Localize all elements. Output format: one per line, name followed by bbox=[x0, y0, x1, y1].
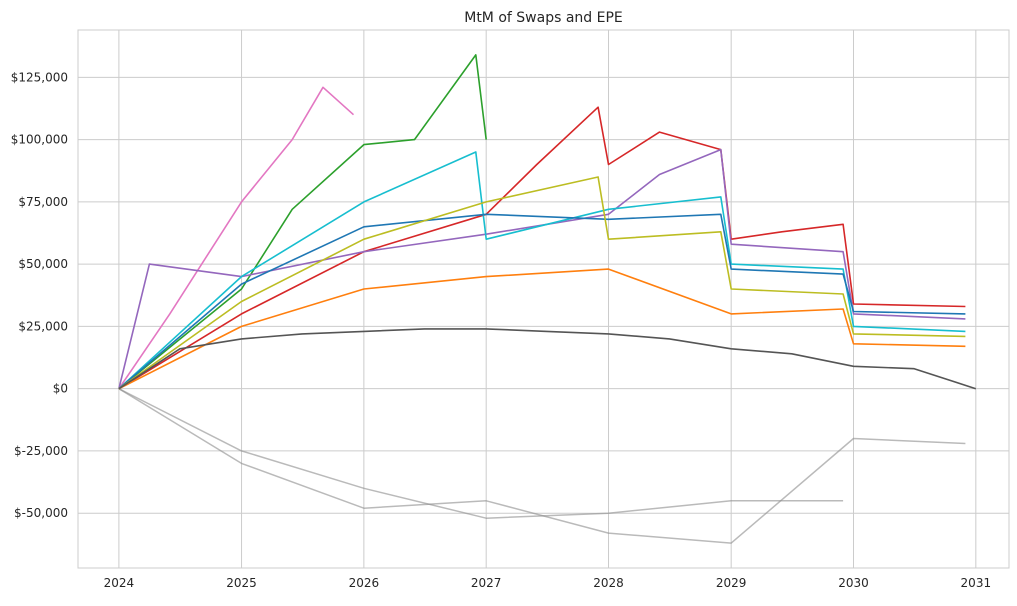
x-tick-label: 2029 bbox=[716, 576, 747, 590]
positive-exposure-path bbox=[118, 213, 966, 390]
y-tick-labels: $-50,000 $-25,000 $0 $25,000 $50,000 $75,000 $… bbox=[11, 70, 68, 520]
x-tick-label: 2028 bbox=[593, 576, 624, 590]
y-tick-label: $75,000 bbox=[18, 195, 68, 209]
positive-exposure-path bbox=[118, 176, 966, 390]
positive-exposure-path bbox=[118, 106, 966, 390]
epe-line bbox=[118, 328, 977, 390]
y-tick-label: $0 bbox=[53, 382, 68, 396]
x-tick-label: 2027 bbox=[471, 576, 502, 590]
y-tick-label: $25,000 bbox=[18, 319, 68, 333]
x-tick-label: 2031 bbox=[961, 576, 992, 590]
y-tick-label: $125,000 bbox=[11, 70, 68, 84]
positive-exposure-path bbox=[118, 54, 487, 390]
positive-exposure-path bbox=[118, 86, 355, 390]
plot-frame bbox=[77, 29, 1010, 569]
negative-mtm-path bbox=[118, 388, 966, 544]
positive-exposure-path bbox=[118, 148, 966, 389]
x-tick-label: 2030 bbox=[838, 576, 869, 590]
y-tick-label: $-50,000 bbox=[14, 506, 68, 520]
x-tick-label: 2024 bbox=[104, 576, 135, 590]
y-tick-label: $-25,000 bbox=[14, 444, 68, 458]
negative-mtm-path bbox=[118, 388, 844, 519]
x-tick-label: 2025 bbox=[226, 576, 257, 590]
chart-title: MtM of Swaps and EPE bbox=[464, 10, 623, 26]
positive-exposure-path bbox=[118, 268, 966, 390]
series-layer bbox=[118, 54, 977, 544]
y-tick-label: $50,000 bbox=[18, 257, 68, 271]
x-tick-label: 2026 bbox=[349, 576, 380, 590]
x-tick-labels: 2024 2025 2026 2027 2028 2029 2030 2031 bbox=[104, 576, 991, 590]
y-tick-label: $100,000 bbox=[11, 133, 68, 147]
